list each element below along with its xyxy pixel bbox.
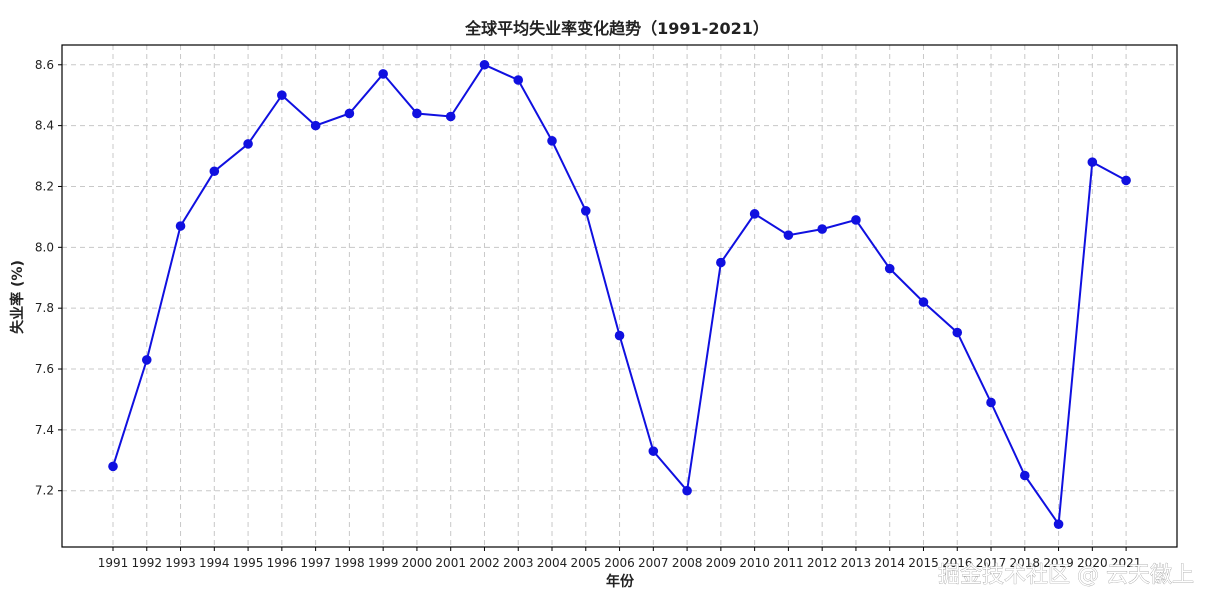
x-tick-label: 2008 <box>672 556 703 570</box>
data-point <box>1053 519 1064 529</box>
data-points <box>108 59 1131 529</box>
watermark: 掘金技术社区 @ 云天徽上 <box>938 563 1194 588</box>
x-tick-label: 2001 <box>435 556 466 570</box>
data-point <box>108 461 118 472</box>
data-point <box>1019 470 1030 481</box>
y-tick-label: 7.8 <box>35 301 54 315</box>
x-tick-label: 2003 <box>503 556 534 570</box>
x-tick-label: 2018 <box>1010 556 1041 570</box>
series-line <box>112 63 1127 528</box>
x-tick-label: 2002 <box>469 556 500 570</box>
y-tick-label: 8.6 <box>35 58 54 72</box>
x-tick-label: 2007 <box>638 556 669 570</box>
x-tick-label: 1992 <box>131 556 162 570</box>
x-axis-label: 年份 <box>606 573 635 590</box>
x-tick-label: 2000 <box>402 556 433 570</box>
data-point <box>378 69 388 79</box>
x-tick-label: 2019 <box>1043 556 1074 570</box>
data-point <box>243 139 253 149</box>
data-point <box>783 230 794 240</box>
data-point <box>445 111 456 122</box>
y-axis-label: 失业率 (%) <box>9 260 26 334</box>
plot-frame <box>61 44 1178 548</box>
data-point <box>614 330 625 341</box>
data-point <box>884 263 895 274</box>
x-tick-label: 1993 <box>165 556 196 570</box>
y-tick-label: 8.2 <box>35 179 54 193</box>
x-tick-label: 2012 <box>807 556 838 570</box>
x-tick-label: 2017 <box>976 556 1007 570</box>
y-tick-label: 7.4 <box>35 423 54 437</box>
x-tick-label: 2011 <box>773 556 804 570</box>
data-point <box>513 75 524 85</box>
data-point <box>648 446 659 456</box>
data-point <box>277 90 287 100</box>
data-point <box>344 108 355 119</box>
x-tick-label: 1996 <box>267 556 298 570</box>
x-tick-label: 2004 <box>537 556 568 570</box>
data-point <box>547 136 557 146</box>
data-point <box>412 108 422 119</box>
data-point <box>716 257 726 268</box>
data-point <box>851 215 861 225</box>
x-tick-label: 2009 <box>706 556 737 570</box>
x-tick-label: 2021 <box>1111 556 1142 570</box>
x-axis-ticks: 1991 1992 1993 1994 1995 1996 1997 1998 1999 2000… <box>98 547 1142 570</box>
data-point <box>141 355 152 365</box>
y-tick-label: 8.0 <box>35 240 54 254</box>
x-tick-label: 2010 <box>739 556 770 570</box>
data-point <box>1121 175 1131 186</box>
y-tick-label: 8.4 <box>35 119 54 133</box>
x-tick-label: 1995 <box>233 556 264 570</box>
x-tick-label: 2020 <box>1077 556 1108 570</box>
x-tick-label: 1999 <box>368 556 399 570</box>
chart-title: 全球平均失业率变化趋势（1991-2021） <box>464 19 769 38</box>
data-point <box>682 485 692 496</box>
data-point <box>175 221 186 231</box>
data-point <box>580 206 591 216</box>
x-tick-label: 2015 <box>908 556 939 570</box>
x-tick-label: 1997 <box>300 556 331 570</box>
x-tick-label: 2014 <box>874 556 905 570</box>
data-point <box>952 327 963 338</box>
data-point <box>817 224 827 234</box>
data-point <box>1087 157 1098 167</box>
y-tick-label: 7.2 <box>35 484 54 498</box>
grid <box>62 45 1177 547</box>
data-point <box>918 297 929 307</box>
x-tick-label: 1998 <box>334 556 365 570</box>
x-tick-label: 1991 <box>98 556 129 570</box>
data-point <box>209 166 220 177</box>
data-point <box>749 209 760 219</box>
x-tick-label: 2016 <box>942 556 973 570</box>
y-axis-ticks: 7.2 7.4 7.6 7.8 8.0 8.2 8.4 8.6 <box>35 58 62 498</box>
data-point <box>986 397 996 408</box>
data-point <box>479 59 490 70</box>
x-tick-label: 1994 <box>199 556 230 570</box>
y-tick-label: 7.6 <box>35 362 54 376</box>
x-tick-label: 2006 <box>604 556 635 570</box>
data-point <box>310 120 321 131</box>
x-tick-label: 2005 <box>571 556 602 570</box>
x-tick-label: 2013 <box>841 556 872 570</box>
